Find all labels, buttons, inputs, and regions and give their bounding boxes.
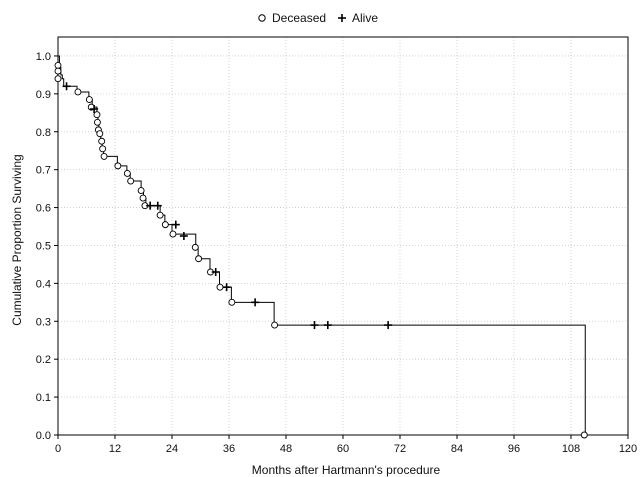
- deceased-point: [127, 177, 135, 185]
- deceased-point: [216, 283, 224, 291]
- deceased-point: [54, 61, 62, 69]
- deceased-point: [580, 431, 588, 439]
- deceased-point: [139, 194, 147, 202]
- deceased-point: [74, 88, 82, 96]
- x-tick-label: 108: [562, 443, 580, 455]
- deceased-point: [54, 75, 62, 83]
- grid: [58, 37, 628, 435]
- x-axis-label: Months after Hartmann's procedure: [252, 463, 441, 477]
- deceased-point: [156, 211, 164, 219]
- y-tick-label: 0.3: [36, 316, 51, 328]
- y-tick-label: 1.0: [36, 51, 51, 63]
- alive-point: [90, 105, 99, 114]
- x-tick-label: 36: [223, 443, 235, 455]
- y-axis-label: Cumulative Proportion Surviving: [10, 154, 24, 325]
- x-tick-label: 72: [394, 443, 406, 455]
- deceased-point: [191, 243, 199, 251]
- legend: Deceased Alive: [258, 11, 378, 25]
- deceased-point: [271, 321, 279, 329]
- deceased-point: [93, 111, 101, 119]
- x-tick-label: 96: [508, 443, 520, 455]
- y-tick-label: 0.1: [36, 392, 51, 404]
- deceased-point: [195, 255, 203, 263]
- deceased-point: [228, 298, 236, 306]
- alive-point: [384, 321, 393, 330]
- alive-point: [62, 82, 71, 91]
- alive-point: [146, 201, 155, 210]
- y-tick-label: 0.5: [36, 240, 51, 252]
- legend-alive-label: Alive: [352, 11, 378, 25]
- alive-markers: [62, 82, 393, 330]
- alive-point: [323, 321, 332, 330]
- deceased-point: [161, 221, 169, 229]
- y-tick-label: 0.4: [36, 278, 51, 290]
- alive-point: [310, 321, 319, 330]
- y-tick-label: 0.8: [36, 127, 51, 139]
- deceased-point: [114, 162, 122, 170]
- x-tick-label: 48: [280, 443, 292, 455]
- legend-deceased-marker: [258, 14, 266, 22]
- deceased-point: [169, 230, 177, 238]
- x-tick-label: 0: [55, 443, 61, 455]
- deceased-point: [98, 137, 106, 145]
- x-tick-label: 12: [109, 443, 121, 455]
- x-tick-label: 120: [619, 443, 637, 455]
- deceased-point: [137, 187, 145, 194]
- deceased-point: [99, 145, 107, 153]
- x-tick-label: 84: [451, 443, 463, 455]
- alive-point: [211, 268, 220, 277]
- deceased-point: [96, 130, 104, 138]
- y-tick-label: 0.6: [36, 203, 51, 215]
- deceased-point: [54, 67, 62, 75]
- legend-deceased-label: Deceased: [272, 11, 326, 25]
- alive-point: [153, 201, 162, 210]
- deceased-markers: [54, 61, 588, 439]
- alive-point: [171, 220, 180, 229]
- deceased-point: [93, 118, 101, 126]
- y-tick-label: 0.2: [36, 354, 51, 366]
- alive-point: [179, 232, 188, 240]
- deceased-point: [85, 96, 93, 103]
- survival-curve: [58, 55, 586, 435]
- y-tick-label: 0.9: [36, 89, 51, 101]
- x-tick-label: 24: [166, 443, 178, 455]
- alive-point: [222, 283, 231, 292]
- y-axis-ticks: 0.0 0.1 0.2 0.3 0.4 0.5 0.6 0.7 0.8 0.9 1.0: [36, 51, 58, 442]
- legend-alive-marker: [338, 14, 346, 22]
- deceased-point: [123, 170, 131, 177]
- x-tick-label: 60: [337, 443, 349, 455]
- deceased-point: [100, 152, 108, 160]
- y-tick-label: 0.7: [36, 165, 51, 177]
- x-axis-ticks: 0 12 24 36 48 60 72 84 96 108 120: [55, 435, 637, 455]
- y-tick-label: 0.0: [36, 430, 51, 442]
- alive-point: [251, 298, 260, 307]
